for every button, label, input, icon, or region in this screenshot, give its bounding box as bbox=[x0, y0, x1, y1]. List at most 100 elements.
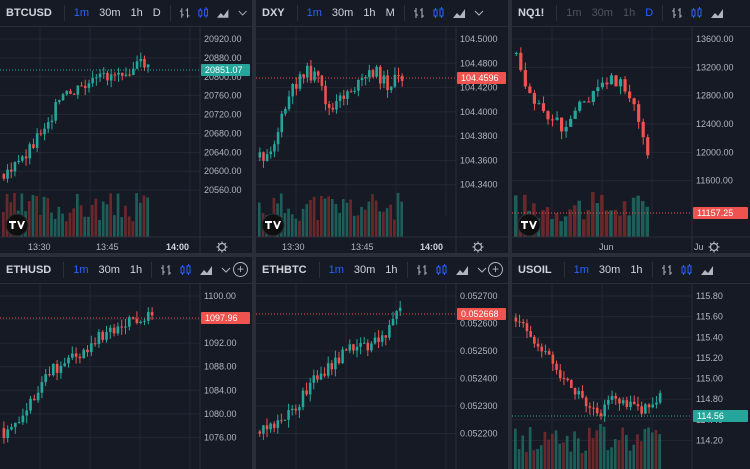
timeframe-30m[interactable]: 30m bbox=[591, 7, 613, 19]
candle-body bbox=[541, 103, 546, 112]
area-style-icon[interactable] bbox=[452, 6, 466, 20]
volume-bar bbox=[545, 207, 550, 237]
candle-body bbox=[91, 77, 94, 84]
chart-panel-dxy[interactable]: DXY 1m 30m 1h M 104.5000 104.4800 104.4200… bbox=[256, 0, 508, 256]
volume-bar bbox=[68, 212, 72, 237]
volume-bar bbox=[382, 211, 385, 237]
candle-body bbox=[17, 422, 21, 424]
bar-style-icon[interactable] bbox=[660, 263, 674, 277]
price-axis-label: 104.5000 bbox=[460, 34, 498, 44]
timeframe-1m[interactable]: 1m bbox=[73, 7, 90, 19]
candles-style-icon[interactable] bbox=[179, 263, 193, 277]
area-style-icon[interactable] bbox=[199, 263, 213, 277]
candle-body bbox=[117, 72, 120, 75]
candles-style-icon[interactable] bbox=[690, 6, 704, 20]
plot-area[interactable]: 13600.00 13200.00 12800.00 12400.00 12000.00… bbox=[512, 27, 750, 256]
volume-bar bbox=[536, 448, 539, 469]
volume-bar bbox=[643, 428, 647, 469]
plot-area[interactable]: 20920.00 20880.00 20800.00 20760.00 20720.00… bbox=[0, 27, 252, 256]
timeframe-1m[interactable]: 1m bbox=[328, 264, 344, 276]
chart-panel-ethusd[interactable]: ETHUSD 1m 30m 1h + 1100.001096.001092.00… bbox=[0, 257, 252, 469]
timeframe-1h[interactable]: 1h bbox=[130, 7, 143, 19]
timeframe-30m[interactable]: 30m bbox=[598, 264, 621, 276]
timeframe-1m[interactable]: 1m bbox=[573, 264, 589, 276]
area-style-icon[interactable] bbox=[700, 263, 714, 277]
bar-style-icon[interactable] bbox=[159, 263, 173, 277]
symbol-name[interactable]: BTCUSD bbox=[6, 7, 52, 19]
timeframe-30m[interactable]: 30m bbox=[331, 7, 354, 19]
chart-panel-nq1[interactable]: NQ1! 1m 30m 1h D 13600.00 13200.00 12800.0… bbox=[512, 0, 750, 256]
plot-area[interactable]: 1100.001096.001092.001088.001084.001080.… bbox=[0, 284, 252, 469]
volume-bar bbox=[113, 215, 116, 237]
bar-style-icon[interactable] bbox=[670, 6, 684, 20]
timeframe-1h[interactable]: 1h bbox=[630, 264, 643, 276]
bar-style-icon[interactable] bbox=[415, 263, 429, 277]
volume-bar bbox=[279, 193, 283, 237]
timeframe-1m[interactable]: 1m bbox=[73, 264, 89, 276]
timeframe-d[interactable]: D bbox=[645, 7, 654, 19]
price-axis-label: 104.4800 bbox=[460, 58, 498, 68]
symbol-name[interactable]: NQ1! bbox=[518, 7, 545, 19]
volume-bar bbox=[378, 211, 382, 237]
plot-area[interactable]: 104.5000 104.4800 104.4200 104.4000 104.3800… bbox=[256, 27, 508, 256]
chevron-down-icon[interactable] bbox=[219, 263, 233, 277]
timeframe-1m[interactable]: 1m bbox=[306, 7, 322, 19]
candle-body bbox=[283, 419, 287, 421]
add-symbol-icon[interactable]: + bbox=[488, 262, 503, 277]
area-style-icon[interactable] bbox=[216, 6, 229, 20]
chevron-down-icon[interactable] bbox=[475, 263, 489, 277]
timeframe-30m[interactable]: 30m bbox=[353, 264, 376, 276]
timeframe-1h[interactable]: 1h bbox=[622, 7, 636, 19]
area-style-icon[interactable] bbox=[710, 6, 724, 20]
price-axis-label: 1084.00 bbox=[204, 385, 237, 395]
volume-bar bbox=[595, 203, 600, 237]
timeframe-30m[interactable]: 30m bbox=[98, 264, 120, 276]
area-style-icon[interactable] bbox=[455, 263, 469, 277]
candle-body bbox=[570, 380, 573, 389]
timeframe-30m[interactable]: 30m bbox=[99, 7, 121, 19]
candle-body bbox=[368, 70, 371, 78]
volume-bar bbox=[50, 212, 53, 237]
plot-area[interactable]: 115.80 115.60 115.40 115.20 115.00 114.80 114.… bbox=[512, 284, 750, 469]
timeframe-1h[interactable]: 1h bbox=[385, 264, 398, 276]
candle-body bbox=[573, 388, 577, 395]
chart-toolbar: DXY 1m 30m 1h M bbox=[256, 0, 508, 27]
timeframe-1h[interactable]: 1h bbox=[363, 7, 376, 19]
timeframe-m[interactable]: M bbox=[385, 7, 395, 19]
candle-body bbox=[269, 151, 273, 155]
candles-style-icon[interactable] bbox=[197, 6, 210, 20]
symbol-name[interactable]: ETHUSD bbox=[6, 264, 52, 276]
volume-bar bbox=[389, 204, 393, 237]
candle-body bbox=[127, 317, 131, 327]
toolbar-divider bbox=[406, 262, 408, 278]
candle-body bbox=[308, 382, 312, 395]
candle-body bbox=[105, 331, 108, 340]
panel-divider[interactable] bbox=[508, 0, 512, 469]
chart-panel-ethbtc[interactable]: ETHBTC 1m 30m 1h + 0.052700 0.052600 0.052… bbox=[256, 257, 508, 469]
add-symbol-icon[interactable]: + bbox=[233, 262, 248, 277]
panel-divider[interactable] bbox=[252, 0, 256, 469]
last-price-badge bbox=[201, 312, 250, 324]
timeframe-1m[interactable]: 1m bbox=[566, 7, 582, 19]
plot-area[interactable]: 0.052700 0.052600 0.052500 0.052400 0.052300… bbox=[256, 284, 508, 469]
candles-style-icon[interactable] bbox=[680, 263, 694, 277]
bar-style-icon[interactable] bbox=[178, 6, 191, 20]
symbol-name[interactable]: ETHBTC bbox=[262, 264, 307, 276]
chart-panel-btcusd[interactable]: BTCUSD 1m 30m 1h D 20920.00 20880.00 20800… bbox=[0, 0, 252, 256]
bar-style-icon[interactable] bbox=[412, 6, 426, 20]
candle-body bbox=[400, 75, 404, 81]
price-axis-label: 0.052300 bbox=[460, 401, 498, 411]
timeframe-1h[interactable]: 1h bbox=[129, 264, 143, 276]
candle-body bbox=[146, 64, 150, 68]
chevron-down-icon[interactable] bbox=[472, 6, 486, 20]
candle-body bbox=[644, 404, 647, 414]
symbol-name[interactable]: USOIL bbox=[518, 264, 552, 276]
candle-body bbox=[262, 152, 265, 161]
chart-panel-usoil[interactable]: USOIL 1m 30m 1h 115.80 115.60 115.40 115.20… bbox=[512, 257, 750, 469]
chevron-down-icon[interactable] bbox=[236, 6, 249, 20]
panel-divider[interactable] bbox=[0, 253, 750, 257]
candles-style-icon[interactable] bbox=[435, 263, 449, 277]
symbol-name[interactable]: DXY bbox=[262, 7, 285, 19]
candles-style-icon[interactable] bbox=[432, 6, 446, 20]
timeframe-d[interactable]: D bbox=[152, 7, 161, 19]
